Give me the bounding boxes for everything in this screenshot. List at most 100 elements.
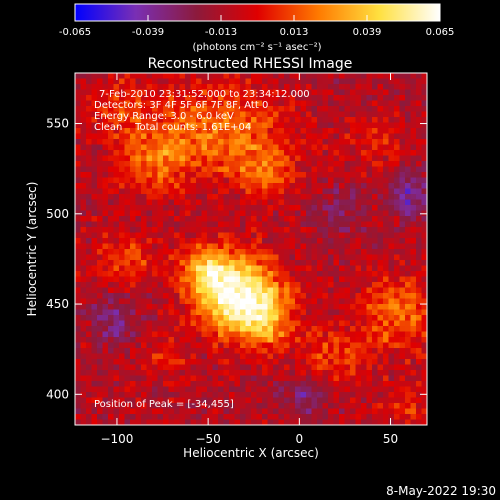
heatmap-pixel [179, 144, 186, 151]
heatmap-pixel [108, 271, 114, 277]
heatmap-pixel [311, 265, 318, 272]
heatmap-pixel [405, 188, 411, 195]
heatmap-pixel [251, 392, 257, 398]
heatmap-pixel [240, 364, 246, 371]
heatmap-pixel [229, 172, 235, 178]
heatmap-pixel [80, 194, 87, 200]
heatmap-pixel [262, 386, 268, 393]
heatmap-pixel [284, 359, 290, 365]
heatmap-pixel [146, 337, 153, 343]
heatmap-pixel [383, 100, 389, 107]
heatmap-pixel [119, 386, 125, 393]
heatmap-pixel [311, 133, 318, 140]
heatmap-pixel [234, 144, 241, 151]
heatmap-pixel [152, 260, 158, 266]
heatmap-pixel [207, 249, 213, 255]
heatmap-pixel [245, 194, 252, 200]
heatmap-pixel [311, 381, 318, 387]
heatmap-pixel [212, 95, 219, 101]
heatmap-pixel [119, 106, 125, 112]
heatmap-pixel [361, 188, 367, 195]
heatmap-pixel [278, 183, 285, 189]
heatmap-pixel [410, 144, 417, 151]
heatmap-pixel [366, 348, 373, 354]
heatmap-pixel [410, 249, 417, 255]
heatmap-pixel [311, 271, 318, 277]
heatmap-pixel [295, 392, 301, 398]
heatmap-pixel [223, 419, 230, 425]
heatmap-pixel [157, 100, 164, 107]
heatmap-pixel [152, 359, 158, 365]
heatmap-pixel [229, 122, 235, 129]
heatmap-pixel [388, 414, 395, 420]
heatmap-pixel [179, 199, 186, 206]
heatmap-pixel [108, 403, 114, 409]
heatmap-pixel [108, 364, 114, 371]
heatmap-pixel [218, 337, 224, 343]
heatmap-pixel [124, 227, 131, 233]
heatmap-pixel [223, 133, 230, 140]
heatmap-pixel [350, 359, 356, 365]
heatmap-pixel [212, 133, 219, 140]
heatmap-pixel [91, 364, 98, 371]
heatmap-pixel [157, 166, 164, 173]
heatmap-pixel [102, 95, 109, 101]
heatmap-pixel [251, 210, 257, 217]
heatmap-pixel [240, 293, 246, 299]
heatmap-pixel [256, 342, 263, 349]
heatmap-pixel [157, 408, 164, 415]
heatmap-pixel [372, 359, 378, 365]
heatmap-pixel [295, 331, 301, 338]
heatmap-pixel [190, 265, 197, 272]
heatmap-pixel [113, 161, 120, 167]
heatmap-pixel [91, 315, 98, 321]
heatmap-pixel [179, 106, 186, 112]
heatmap-pixel [289, 73, 296, 79]
heatmap-pixel [355, 172, 362, 178]
heatmap-pixel [218, 293, 224, 299]
heatmap-pixel [405, 271, 411, 277]
heatmap-pixel [229, 364, 235, 371]
heatmap-pixel [141, 348, 147, 354]
heatmap-pixel [377, 359, 384, 365]
heatmap-pixel [163, 304, 169, 310]
heatmap-pixel [174, 359, 180, 365]
heatmap-pixel [344, 84, 351, 90]
heatmap-pixel [152, 139, 158, 145]
heatmap-pixel [240, 221, 246, 228]
heatmap-pixel [311, 364, 318, 371]
heatmap-pixel [113, 128, 120, 134]
heatmap-pixel [179, 249, 186, 255]
heatmap-pixel [168, 106, 175, 112]
heatmap-pixel [295, 287, 301, 294]
heatmap-pixel [328, 117, 334, 123]
heatmap-pixel [328, 172, 334, 178]
heatmap-pixel [223, 326, 230, 332]
heatmap-pixel [405, 183, 411, 189]
heatmap-pixel [97, 408, 103, 415]
heatmap-pixel [278, 111, 285, 118]
heatmap-pixel [75, 155, 81, 162]
heatmap-pixel [141, 408, 147, 415]
heatmap-pixel [124, 199, 131, 206]
heatmap-pixel [223, 254, 230, 261]
heatmap-pixel [361, 353, 367, 360]
heatmap-pixel [377, 265, 384, 272]
heatmap-pixel [383, 331, 389, 338]
heatmap-pixel [311, 386, 318, 393]
heatmap-pixel [278, 320, 285, 327]
heatmap-pixel [174, 276, 180, 283]
heatmap-pixel [399, 364, 406, 371]
heatmap-pixel [124, 139, 131, 145]
heatmap-pixel [300, 419, 307, 425]
heatmap-pixel [168, 298, 175, 305]
heatmap-pixel [119, 414, 125, 420]
heatmap-pixel [201, 139, 208, 145]
heatmap-pixel [410, 232, 417, 239]
heatmap-pixel [152, 216, 158, 222]
heatmap-pixel [102, 122, 109, 129]
heatmap-pixel [234, 326, 241, 332]
heatmap-pixel [372, 265, 378, 272]
heatmap-pixel [410, 370, 417, 376]
heatmap-pixel [284, 342, 290, 349]
